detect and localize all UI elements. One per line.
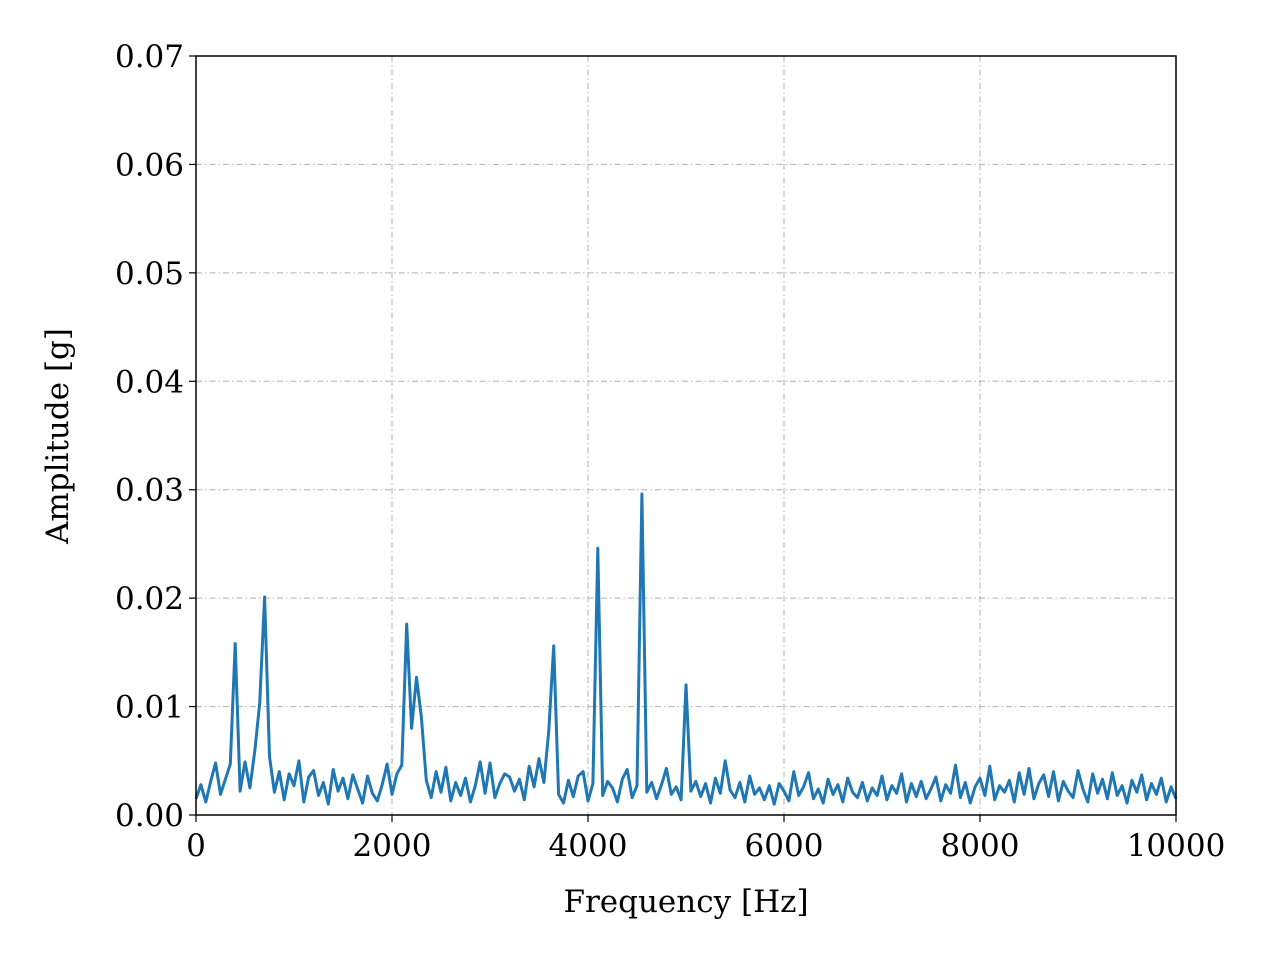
y-tick-label: 0.04 — [115, 364, 184, 400]
plot-frame — [195, 55, 1177, 816]
x-tick-label: 10000 — [1127, 828, 1226, 864]
x-tick-label: 2000 — [353, 828, 432, 864]
y-tick-label: 0.07 — [115, 39, 184, 75]
x-tick-label: 4000 — [549, 828, 628, 864]
y-tick-label: 0.01 — [115, 690, 184, 726]
y-tick-label: 0.03 — [115, 473, 184, 509]
y-axis-label: Amplitude [g] — [40, 328, 76, 545]
x-axis-label: Frequency [Hz] — [563, 884, 808, 920]
x-tick-label: 6000 — [745, 828, 824, 864]
y-tick-label: 0.05 — [115, 256, 184, 292]
y-tick-label: 0.06 — [115, 147, 184, 183]
spectrum-line — [194, 492, 1178, 806]
y-tick-label: 0.00 — [115, 798, 184, 834]
y-tick-label: 0.02 — [115, 581, 184, 617]
x-tick-label: 0 — [186, 828, 206, 864]
x-tick-label: 8000 — [941, 828, 1020, 864]
